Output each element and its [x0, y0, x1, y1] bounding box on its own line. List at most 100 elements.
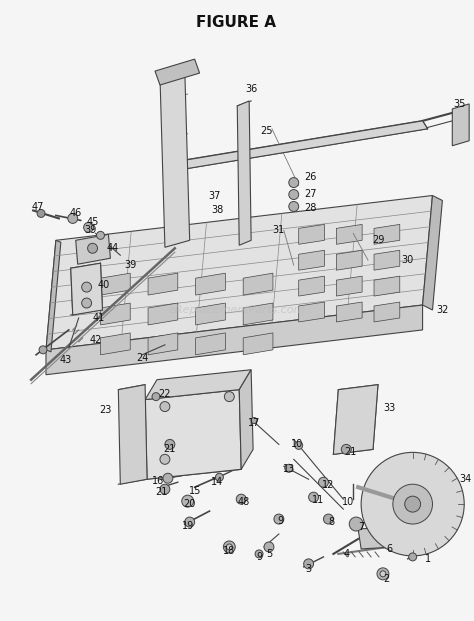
Text: 2: 2	[383, 574, 389, 584]
Text: 6: 6	[387, 544, 393, 554]
Text: 43: 43	[60, 355, 72, 365]
Circle shape	[182, 495, 194, 507]
Polygon shape	[243, 273, 273, 295]
Polygon shape	[160, 69, 190, 247]
Circle shape	[163, 473, 173, 483]
Text: 34: 34	[459, 474, 471, 484]
Polygon shape	[196, 273, 225, 295]
Polygon shape	[76, 234, 110, 264]
Polygon shape	[145, 389, 241, 479]
Polygon shape	[299, 224, 325, 244]
Text: 45: 45	[86, 217, 99, 227]
Text: 23: 23	[99, 404, 112, 415]
Text: 10: 10	[342, 497, 355, 507]
Polygon shape	[237, 101, 251, 245]
Circle shape	[160, 402, 170, 412]
Polygon shape	[358, 524, 446, 549]
Polygon shape	[337, 224, 362, 244]
Text: 46: 46	[70, 209, 82, 219]
Text: eReplacementParts.com: eReplacementParts.com	[168, 305, 304, 315]
Text: 18: 18	[223, 546, 236, 556]
Text: 40: 40	[97, 280, 109, 290]
Text: 16: 16	[152, 476, 164, 486]
Circle shape	[409, 553, 417, 561]
Circle shape	[285, 465, 293, 473]
Text: 17: 17	[248, 419, 260, 428]
Circle shape	[82, 298, 91, 308]
Text: 31: 31	[273, 225, 285, 235]
Polygon shape	[374, 250, 400, 270]
Polygon shape	[196, 303, 225, 325]
Circle shape	[88, 243, 98, 253]
Text: 7: 7	[358, 522, 364, 532]
Polygon shape	[100, 333, 130, 355]
Text: 21: 21	[156, 487, 168, 497]
Text: 9: 9	[256, 552, 262, 562]
Text: 21: 21	[344, 447, 356, 457]
Circle shape	[361, 452, 464, 556]
Circle shape	[97, 232, 104, 239]
Circle shape	[82, 282, 91, 292]
Circle shape	[304, 559, 314, 569]
Polygon shape	[46, 196, 432, 350]
Circle shape	[289, 201, 299, 211]
Text: 29: 29	[372, 235, 384, 245]
Polygon shape	[46, 305, 423, 374]
Circle shape	[323, 514, 333, 524]
Polygon shape	[243, 333, 273, 355]
Circle shape	[185, 517, 195, 527]
Circle shape	[255, 550, 263, 558]
Polygon shape	[333, 384, 378, 455]
Circle shape	[251, 417, 257, 424]
Polygon shape	[452, 104, 469, 146]
Circle shape	[377, 568, 389, 580]
Polygon shape	[337, 276, 362, 296]
Text: 15: 15	[190, 486, 202, 496]
Polygon shape	[196, 333, 225, 355]
Circle shape	[236, 494, 246, 504]
Circle shape	[295, 442, 303, 450]
Text: 28: 28	[304, 204, 317, 214]
Text: FIGURE A: FIGURE A	[196, 16, 276, 30]
Polygon shape	[337, 302, 362, 322]
Polygon shape	[46, 240, 61, 352]
Circle shape	[380, 571, 386, 577]
Polygon shape	[118, 384, 147, 484]
Text: 21: 21	[164, 445, 176, 455]
Polygon shape	[100, 303, 130, 325]
Circle shape	[224, 392, 234, 402]
Text: 47: 47	[32, 202, 44, 212]
Circle shape	[289, 178, 299, 188]
Circle shape	[160, 484, 170, 494]
Circle shape	[223, 541, 235, 553]
Polygon shape	[170, 121, 428, 171]
Text: 48: 48	[237, 497, 249, 507]
Text: 27: 27	[304, 189, 317, 199]
Text: 3: 3	[306, 564, 312, 574]
Polygon shape	[337, 250, 362, 270]
Text: 44: 44	[106, 243, 118, 253]
Circle shape	[165, 440, 175, 450]
Text: 22: 22	[159, 389, 171, 399]
Circle shape	[289, 189, 299, 199]
Polygon shape	[374, 276, 400, 296]
Polygon shape	[148, 333, 178, 355]
Polygon shape	[374, 302, 400, 322]
Text: 25: 25	[261, 126, 273, 136]
Text: 10: 10	[291, 440, 303, 450]
Polygon shape	[374, 224, 400, 244]
Text: 8: 8	[328, 517, 335, 527]
Text: 26: 26	[304, 171, 317, 181]
Text: 20: 20	[183, 499, 196, 509]
Polygon shape	[71, 263, 102, 315]
Circle shape	[227, 544, 232, 550]
Text: 11: 11	[312, 495, 325, 505]
Polygon shape	[299, 250, 325, 270]
Text: 41: 41	[92, 313, 105, 323]
Text: 33: 33	[384, 402, 396, 412]
Circle shape	[216, 473, 223, 481]
Polygon shape	[145, 369, 251, 399]
Text: 4: 4	[343, 549, 349, 559]
Text: 14: 14	[211, 477, 224, 487]
Text: 36: 36	[245, 84, 257, 94]
